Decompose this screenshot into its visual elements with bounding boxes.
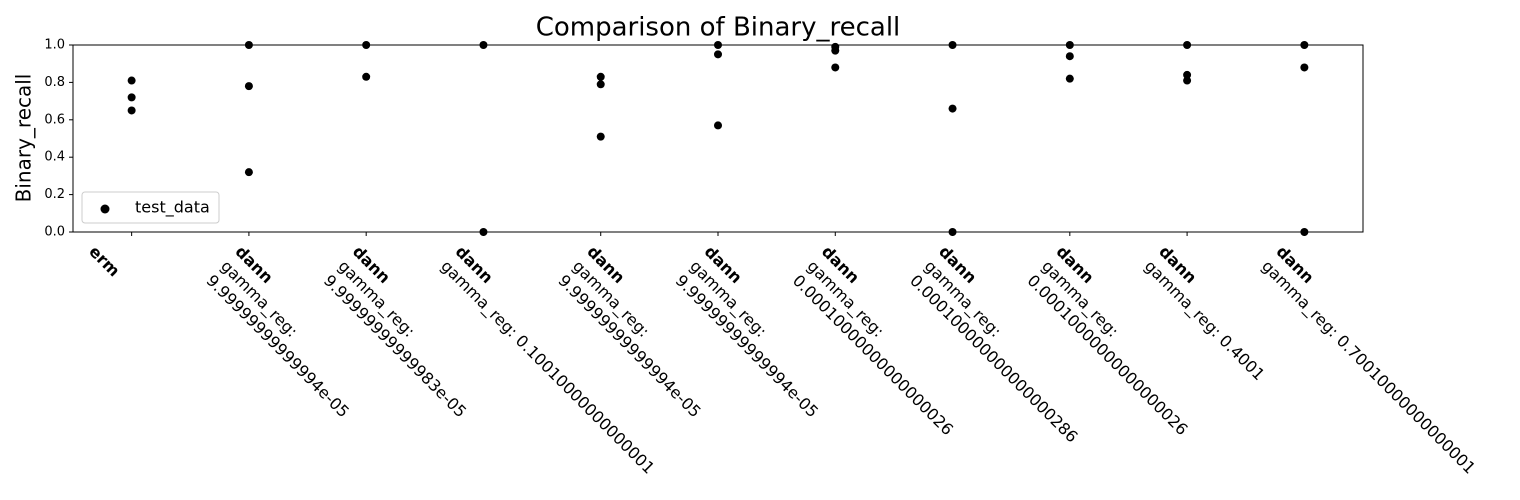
point (362, 72, 371, 81)
point (1300, 228, 1309, 236)
point (596, 80, 605, 89)
legend-label: test_data (135, 198, 210, 218)
point (948, 41, 957, 49)
point (1065, 74, 1074, 83)
legend-marker (100, 204, 110, 214)
x-tick-label: erm (85, 242, 123, 280)
x-tick-label: gamma_reg: 0.70010000000000001 (1257, 256, 1479, 478)
y-tick-label: 0.6 (44, 112, 65, 127)
point (127, 93, 136, 102)
point (596, 132, 605, 141)
y-tick-label: 0.0 (44, 225, 65, 240)
point (948, 228, 957, 236)
point (1065, 52, 1074, 61)
point (831, 46, 840, 55)
point (948, 104, 957, 113)
point (1183, 41, 1192, 49)
point (479, 228, 488, 236)
point (1065, 41, 1074, 49)
point (714, 121, 722, 130)
y-axis-label: Binary_recall (12, 74, 36, 203)
y-tick-label: 0.8 (44, 75, 65, 90)
point (244, 41, 253, 49)
x-tick-label: gamma_reg: 0.10010000000000001 (436, 256, 658, 478)
point (714, 41, 722, 49)
point (596, 72, 605, 81)
point (127, 76, 136, 85)
point (1183, 70, 1192, 79)
legend-box (81, 191, 220, 224)
chart-title: Comparison of Binary_recall (536, 13, 901, 43)
x-tick-label: gamma_reg: 0.4001 (1140, 256, 1268, 384)
point (1300, 63, 1309, 72)
point (244, 82, 253, 91)
point (831, 63, 840, 72)
point (1300, 41, 1309, 49)
point (362, 41, 371, 49)
point (1183, 76, 1192, 85)
y-tick-label: 0.4 (44, 150, 65, 165)
point (127, 106, 136, 115)
point (714, 50, 722, 59)
y-tick-label: 0.2 (44, 187, 65, 202)
plot-frame (72, 44, 1364, 233)
point (479, 41, 488, 49)
point (244, 168, 253, 177)
y-tick-label: 1.0 (44, 38, 65, 53)
